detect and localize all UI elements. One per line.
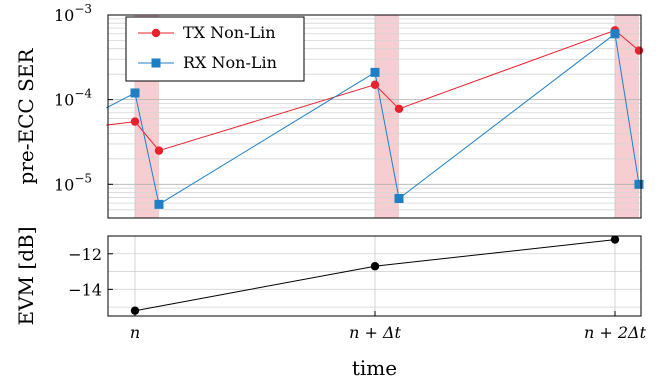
evm-plot: −14 −12 n n + Δt n + 2Δt EVM [dB] time (14, 227, 647, 380)
data-point (394, 193, 404, 203)
ser-grid (108, 15, 641, 219)
data-point (154, 146, 164, 155)
evm-plot-frame (107, 235, 642, 317)
evm-y-ticks: −14 −12 (68, 245, 113, 299)
legend-label: TX Non-Lin (183, 23, 276, 42)
legend: TX Non-Lin RX Non-Lin (125, 16, 305, 82)
ser-plot-frame (107, 14, 642, 219)
y-tick-label: −14 (68, 280, 102, 299)
data-point (370, 262, 380, 271)
ser-y-ticks: 10−5 10−4 10−3 (54, 2, 113, 194)
data-point (154, 199, 164, 209)
ser-y-axis-label: pre-ECC SER (14, 48, 38, 185)
legend-marker (151, 28, 161, 38)
legend-label: RX Non-Lin (183, 53, 277, 72)
y-tick-label: 10−5 (54, 171, 92, 194)
ser-plot: 10−5 10−4 10−3 pre-ECC SER TX Non-Lin RX No… (14, 2, 644, 219)
data-point (634, 179, 644, 189)
data-point (394, 104, 404, 113)
data-point (610, 235, 620, 244)
x-tick-label: n + Δt (349, 323, 401, 342)
data-point (610, 29, 620, 39)
evm-series-markers (130, 235, 620, 315)
data-point (634, 46, 644, 55)
evm-grid (108, 235, 641, 316)
x-tick-label: n (130, 323, 140, 342)
data-point (130, 306, 140, 315)
y-tick-label: 10−3 (54, 2, 92, 25)
legend-box (125, 16, 305, 82)
y-tick-label: −12 (68, 245, 102, 264)
x-tick-label: n + 2Δt (584, 323, 647, 342)
data-point (130, 117, 140, 126)
ser-series-markers (130, 26, 644, 209)
legend-marker (151, 58, 161, 68)
y-tick-label: 10−4 (54, 87, 92, 110)
data-point (370, 80, 380, 89)
time-x-ticks: n n + Δt n + 2Δt (130, 311, 647, 342)
data-point (130, 88, 140, 98)
evm-y-axis-label: EVM [dB] (14, 227, 38, 326)
data-point (370, 67, 380, 77)
shaded-band (375, 15, 399, 218)
x-axis-label: time (352, 356, 397, 380)
